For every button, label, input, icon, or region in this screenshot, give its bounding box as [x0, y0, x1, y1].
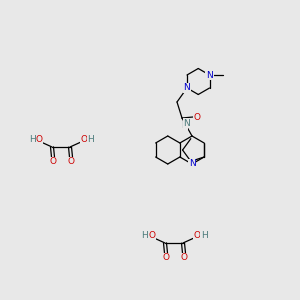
Text: O: O: [181, 254, 188, 262]
Text: N: N: [206, 70, 213, 80]
Text: H: H: [28, 134, 35, 143]
Text: N: N: [184, 83, 190, 92]
Text: N: N: [184, 118, 190, 127]
Text: H: H: [142, 230, 148, 239]
Text: O: O: [194, 112, 200, 122]
Text: H: H: [88, 134, 94, 143]
Text: O: O: [163, 254, 170, 262]
Text: N: N: [189, 160, 195, 169]
Text: H: H: [201, 230, 207, 239]
Text: O: O: [194, 232, 200, 241]
Text: N: N: [184, 83, 190, 92]
Text: H: H: [181, 122, 187, 130]
Text: O: O: [50, 158, 56, 166]
Text: O: O: [148, 232, 155, 241]
Text: O: O: [80, 136, 88, 145]
Text: O: O: [35, 136, 43, 145]
Text: O: O: [68, 158, 74, 166]
